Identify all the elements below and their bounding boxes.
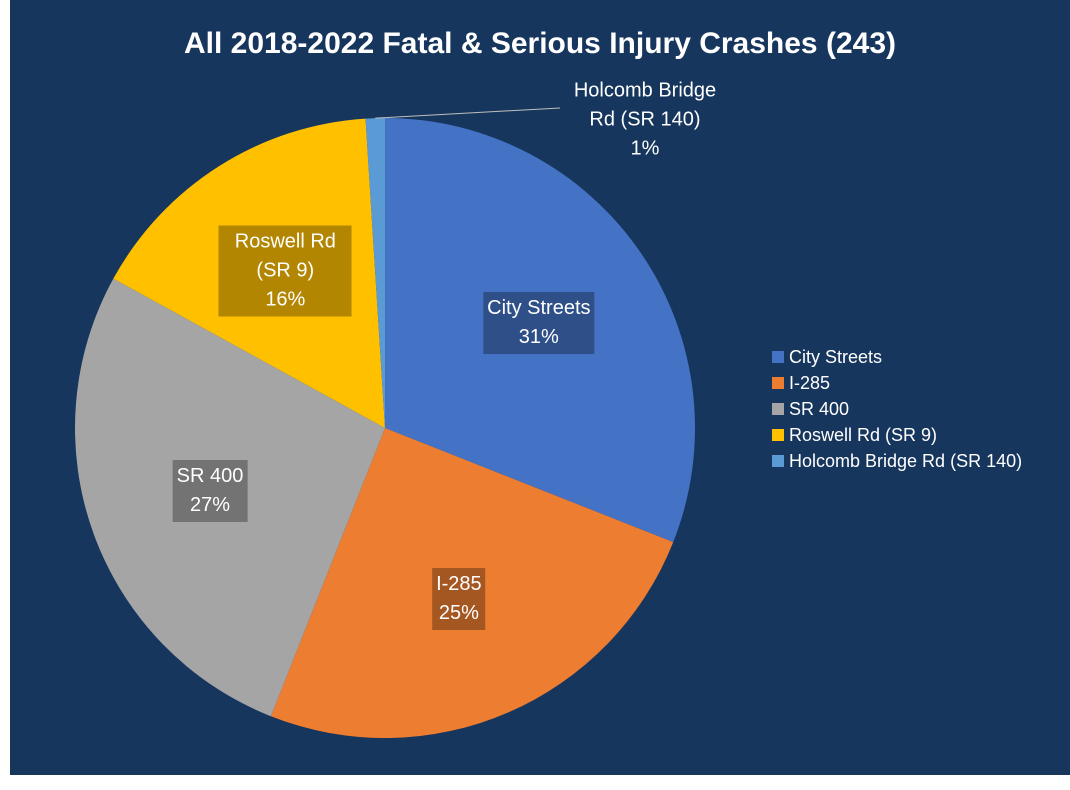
chart-title: All 2018-2022 Fatal & Serious Injury Cra… bbox=[184, 27, 896, 60]
data-label-category: SR 400 bbox=[176, 465, 244, 487]
data-label: Roswell Rd (SR 9) 16% bbox=[218, 225, 352, 317]
legend-swatch bbox=[772, 403, 784, 415]
data-label-category: Holcomb Bridge Rd (SR 140) bbox=[573, 79, 717, 131]
pie-slice bbox=[385, 118, 695, 543]
legend-swatch bbox=[772, 429, 784, 441]
data-label: SR 400 27% bbox=[172, 460, 248, 522]
leader-line bbox=[375, 107, 561, 119]
data-label-value: 25% bbox=[438, 601, 479, 624]
pie-slice bbox=[113, 118, 385, 428]
data-label: Holcomb Bridge Rd (SR 140) 1% bbox=[556, 75, 734, 166]
data-label-value: 16% bbox=[265, 288, 306, 311]
data-label: City Streets 31% bbox=[483, 292, 595, 355]
data-label-value: 27% bbox=[189, 494, 230, 516]
pie-slice bbox=[74, 278, 385, 717]
legend-label: I-285 bbox=[789, 373, 830, 393]
legend-label: SR 400 bbox=[789, 399, 849, 419]
legend-label: Roswell Rd (SR 9) bbox=[789, 425, 937, 445]
data-label-category: Roswell Rd (SR 9) bbox=[234, 230, 336, 282]
data-label-value: 1% bbox=[630, 137, 660, 160]
legend-swatch bbox=[772, 455, 784, 467]
data-label-category: I-285 bbox=[436, 572, 482, 595]
legend-label: City Streets bbox=[789, 347, 882, 367]
pie-slice bbox=[365, 118, 385, 428]
data-label-value: 31% bbox=[518, 326, 559, 349]
legend-label: Holcomb Bridge Rd (SR 140) bbox=[789, 451, 1022, 471]
legend-swatch bbox=[772, 377, 784, 389]
pie-slice bbox=[270, 428, 674, 738]
legend-swatch bbox=[772, 351, 784, 363]
data-label-category: City Streets bbox=[487, 297, 591, 320]
data-label: I-285 25% bbox=[432, 567, 486, 630]
